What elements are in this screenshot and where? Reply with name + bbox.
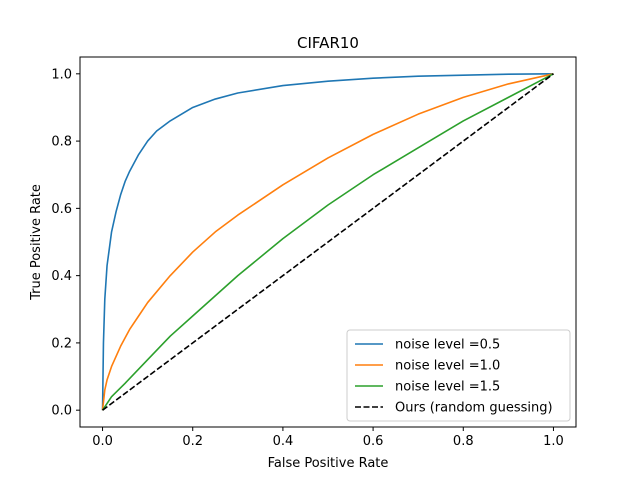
x-tick-label: 1.0	[543, 434, 564, 449]
legend-label-noise-level-1-5: noise level =1.5	[395, 380, 500, 395]
y-tick-label: 0.4	[51, 269, 72, 284]
x-tick-label: 0.6	[363, 434, 384, 449]
x-tick-label: 0.8	[453, 434, 474, 449]
y-axis-ticks: 0.0 0.2 0.4 0.6 0.8 1.0	[51, 67, 80, 419]
x-axis-label: False Positive Rate	[268, 456, 389, 471]
series-line-ours-random-guessing	[102, 73, 554, 411]
legend-label-noise-level-1-0: noise level =1.0	[395, 359, 500, 374]
y-tick-label: 0.2	[51, 336, 72, 351]
series-line-noise-level-1-5	[101, 73, 554, 411]
series-line-noise-level-0-5	[101, 73, 554, 411]
legend-box	[346, 329, 571, 422]
x-tick-label: 0.2	[182, 434, 203, 449]
plot-lines	[101, 73, 554, 411]
x-tick-label: 0.4	[273, 434, 294, 449]
x-axis-ticks: 0.0 0.2 0.4 0.6 0.8 1.0	[92, 427, 564, 449]
y-tick-label: 0.6	[51, 202, 72, 217]
y-axis-label: True Positive Rate	[29, 184, 44, 301]
y-tick-label: 1.0	[51, 67, 72, 82]
series-line-noise-level-1-0	[101, 73, 554, 411]
legend-label-ours-random-guessing: Ours (random guessing)	[395, 401, 553, 416]
y-tick-label: 0.8	[51, 135, 72, 150]
y-tick-label: 0.0	[51, 404, 72, 419]
legend-label-noise-level-0-5: noise level =0.5	[395, 338, 500, 353]
plot-frame	[79, 56, 577, 428]
legend: noise level =0.5 noise level =1.0 noise le…	[346, 329, 571, 422]
x-tick-label: 0.0	[92, 434, 113, 449]
chart-title: CIFAR10	[297, 34, 359, 52]
legend-entries: noise level =0.5 noise level =1.0 noise le…	[355, 338, 553, 416]
